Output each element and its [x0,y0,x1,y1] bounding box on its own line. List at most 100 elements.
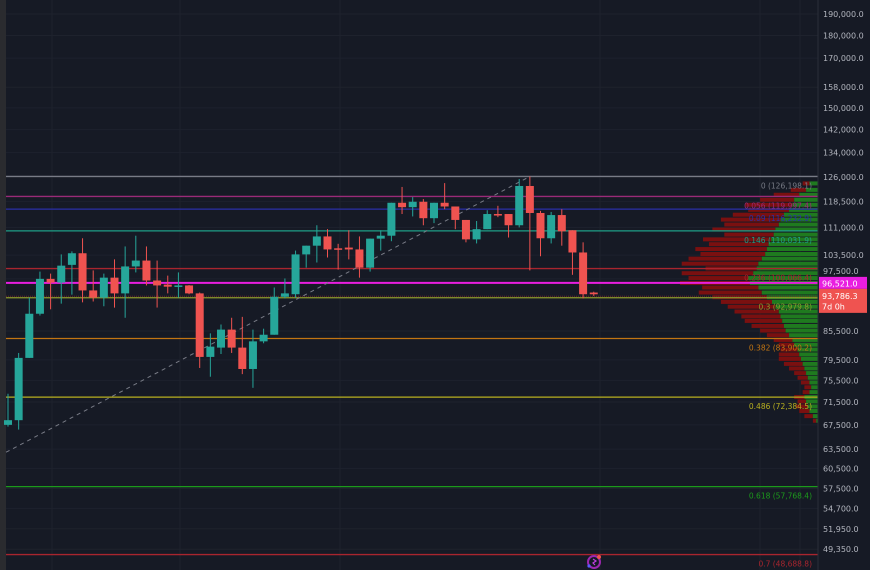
candle-body[interactable] [259,334,268,342]
volume-profile-down-bar [720,217,781,222]
candle-body[interactable] [89,290,98,298]
candle-body[interactable] [344,247,353,250]
candle-body[interactable] [67,253,76,265]
candle-body[interactable] [248,341,257,369]
candle-body[interactable] [121,266,130,294]
y-tick-label: 142,000.0 [823,126,864,135]
volume-profile-up-bar [785,328,818,333]
candle-body[interactable] [99,277,108,298]
candle-body[interactable] [472,229,481,240]
y-tick-label: 97,500.0 [823,267,859,276]
candle-body[interactable] [451,206,460,220]
candle-body[interactable] [461,219,470,240]
candle-body[interactable] [536,212,545,239]
candle-body[interactable] [35,278,44,314]
volume-profile-down-bar [799,408,810,413]
y-tick-label: 49,350.0 [823,545,859,554]
trend-line[interactable] [5,175,531,453]
candle-body[interactable] [547,215,556,239]
fib-level-label: 0.618 (57,768.4) [749,492,812,501]
candle-body[interactable] [163,284,172,287]
candle-body[interactable] [312,236,321,246]
candle-body[interactable] [398,202,407,208]
price-axis-ticks: 190,000.0 180,000.0 170,000.0 158,000.0 150,… [823,10,864,554]
fib-level-label: 0.382 (83,900.2) [749,344,812,353]
volume-profile-down-bar [773,337,793,342]
candle-body[interactable] [483,214,492,230]
candle-body[interactable] [515,185,524,226]
volume-profile-down-bar [804,385,812,390]
fibonacci-retracement[interactable]: 0 (126,198.1) 0.056 (119,997.4) 0.09 (116,… [6,175,818,569]
volume-profile-up-bar [768,242,818,247]
volume-profile-down-bar [695,247,767,252]
candle-body[interactable] [440,202,449,207]
candle-body[interactable] [291,254,300,295]
volume-profile-up-bar [811,385,818,390]
volume-profile-down-bar [748,207,790,212]
candle-body[interactable] [25,313,34,358]
volume-profile-down-bar [681,271,754,276]
volume-profile-up-bar [761,290,818,295]
candle-body[interactable] [131,260,140,267]
candle-body[interactable] [493,214,502,216]
volume-profile-up-bar [806,187,818,192]
candle-body[interactable] [366,238,375,268]
candle-body[interactable] [14,357,23,421]
candle-body[interactable] [142,260,151,281]
candle-body[interactable] [504,214,513,226]
candle-body[interactable] [238,347,247,369]
trend-line-dashed[interactable] [5,175,531,453]
volume-profile-down-bar [703,237,772,242]
y-tick-label: 79,500.0 [823,356,859,365]
y-tick-label: 67,500.0 [823,421,859,430]
candle-body[interactable] [302,245,311,255]
candle-body[interactable] [557,215,566,232]
candle-body[interactable] [270,296,279,335]
candle-body[interactable] [4,420,12,425]
candle-body[interactable] [376,235,385,239]
candle-body[interactable] [185,285,194,294]
candle-body[interactable] [78,253,87,291]
candle-body[interactable] [419,201,428,219]
candle-body[interactable] [57,265,66,283]
candle-body[interactable] [153,280,162,286]
volume-profile-up-bar [783,323,818,328]
volume-profile-up-bar [780,217,818,222]
candle-body[interactable] [227,329,236,348]
candle-body[interactable] [387,202,396,236]
volume-profile-up-bar [794,197,818,202]
y-tick-label: 51,950.0 [823,525,859,534]
volume-profile-down-bar [720,299,772,304]
candle-body[interactable] [46,278,55,283]
volume-profile-down-bar [794,371,807,376]
y-tick-label: 158,000.0 [823,83,864,92]
y-tick-label: 111,000.0 [823,223,864,232]
volume-profile-up-bar [765,252,818,257]
price-line-value: 96,521.0 [822,279,858,288]
candle-body[interactable] [174,285,183,287]
candle-body[interactable] [110,277,119,294]
bar-countdown: 7d 0h [822,302,845,311]
candle-body[interactable] [334,248,343,250]
candle-body[interactable] [280,293,289,297]
volume-profile-down-bar [745,202,793,207]
candle-body[interactable] [217,329,225,348]
volume-profile-down-bar [744,318,783,323]
y-tick-label: 126,000.0 [823,173,864,182]
volume-profile-up-bar [775,227,818,232]
volume-profile-down-bar [732,212,784,217]
volume-profile-down-bar [734,309,779,314]
candle-body[interactable] [568,230,577,253]
candle-body[interactable] [323,236,332,250]
replay-icon[interactable] [587,555,601,569]
candle-body[interactable] [408,201,417,208]
candle-body[interactable] [206,346,215,357]
candle-body[interactable] [525,185,534,213]
candle-body[interactable] [355,249,364,268]
candle-body[interactable] [430,202,438,219]
candle-body[interactable] [579,252,588,295]
volume-profile-down-bar [700,252,766,257]
candle-body[interactable] [195,293,204,357]
candle-body[interactable] [589,292,598,295]
